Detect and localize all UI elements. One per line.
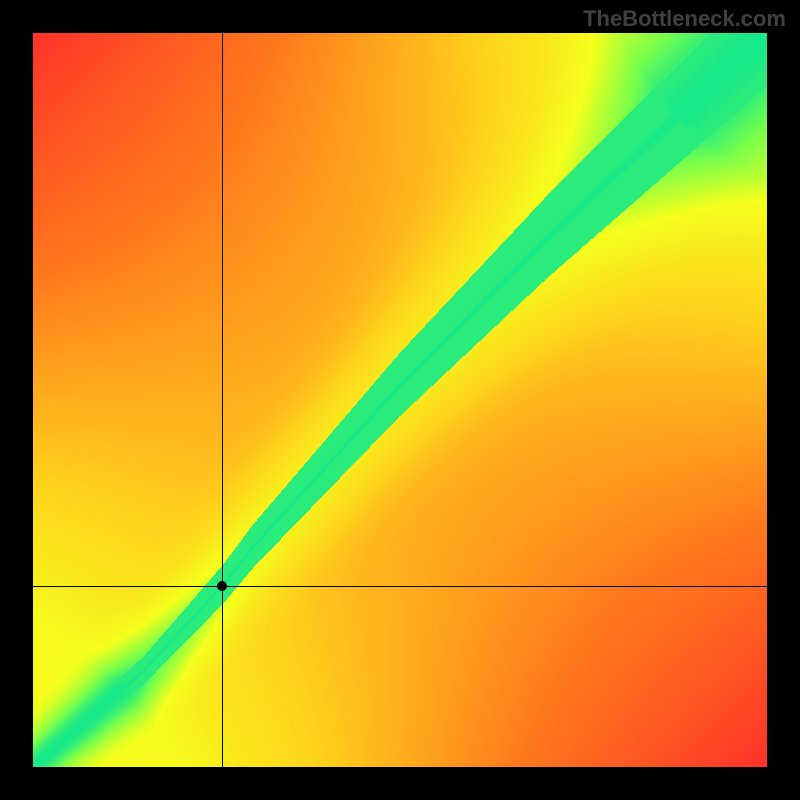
crosshair-vertical	[222, 33, 223, 767]
heatmap-plot	[33, 33, 767, 767]
watermark-text: TheBottleneck.com	[583, 6, 786, 32]
chart-container: TheBottleneck.com	[0, 0, 800, 800]
data-point-marker	[217, 581, 227, 591]
heatmap-canvas	[33, 33, 767, 767]
crosshair-horizontal	[33, 586, 767, 587]
